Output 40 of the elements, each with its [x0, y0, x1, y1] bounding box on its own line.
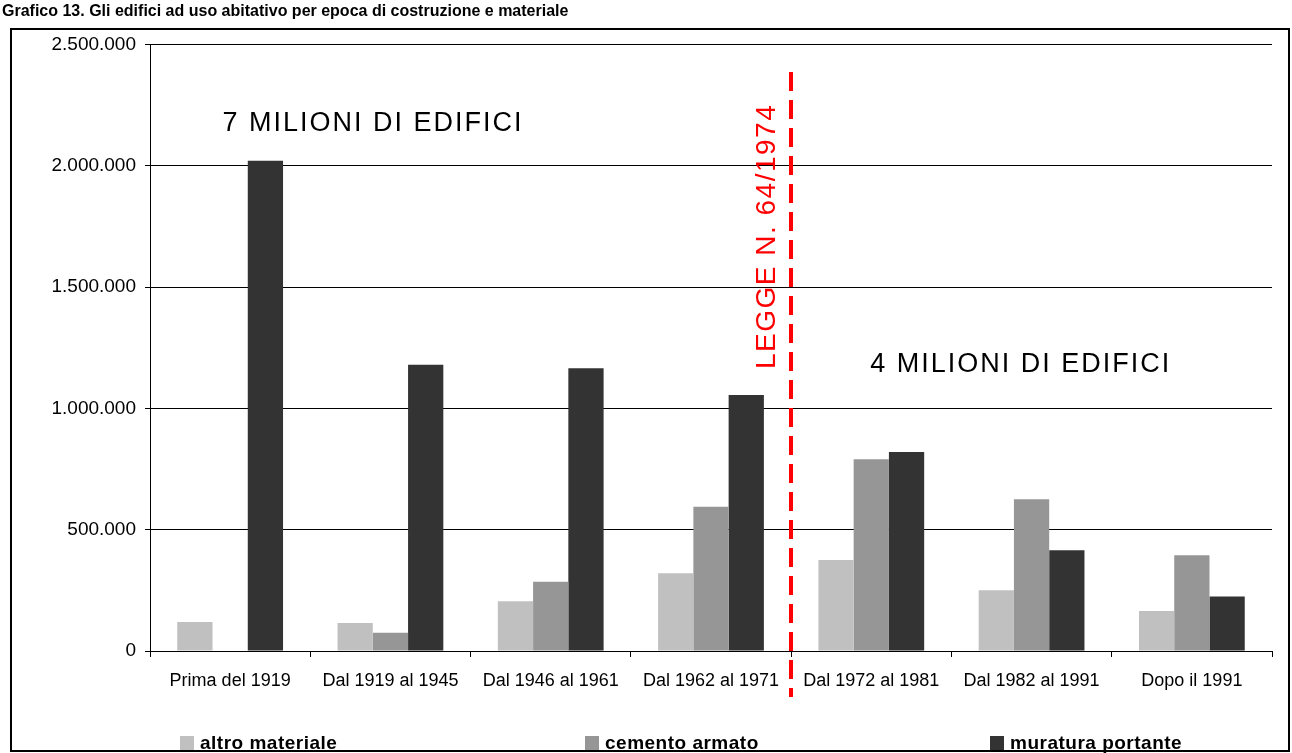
bar: [177, 621, 213, 651]
bar: [888, 452, 925, 651]
bar: [728, 395, 764, 651]
legend-label: altro materiale: [200, 732, 338, 753]
bar: [818, 560, 854, 651]
annotation: 7 MILIONI DI EDIFICI: [222, 107, 524, 138]
x-tick-label: Prima del 1919: [169, 669, 291, 690]
bar: [497, 601, 534, 651]
bar: [1013, 499, 1050, 651]
x-tick-label: Dal 1972 al 1981: [803, 669, 940, 690]
bar: [568, 368, 604, 651]
legend-label: muratura portante: [1010, 732, 1183, 753]
chart-title: Grafico 13. Gli edifici ad uso abitativo per epoca di costruzione e materiale: [2, 2, 569, 20]
bar: [1138, 610, 1175, 651]
bar: [1049, 550, 1085, 651]
y-tick-label: 2.500.000: [51, 32, 136, 54]
bar: [978, 590, 1014, 651]
y-tick-label: 1.500.000: [51, 275, 136, 297]
bar: [658, 573, 694, 651]
bar: [408, 364, 444, 651]
x-tick-label: Dal 1962 al 1971: [642, 669, 780, 690]
bar: [337, 623, 373, 651]
bar: [853, 459, 889, 651]
bar: [693, 506, 729, 651]
bar: [1209, 596, 1245, 651]
y-tick-label: 0: [125, 639, 136, 661]
y-tick-label: 1.000.000: [51, 396, 136, 418]
bar: [533, 581, 569, 651]
y-tick-label: 500.000: [67, 517, 136, 539]
y-tick-label: 2.000.000: [51, 153, 136, 175]
bar: [247, 160, 284, 651]
bar: [372, 632, 409, 651]
annotation: LEGGE N. 64/1974: [749, 103, 781, 370]
bar: [1174, 555, 1210, 651]
legend-label: cemento armato: [605, 732, 759, 753]
x-tick-label: Dal 1946 al 1961: [482, 669, 619, 690]
x-tick-label: Dal 1919 al 1945: [322, 669, 459, 690]
x-tick-label: Dopo il 1991: [1141, 669, 1243, 690]
x-tick-label: Dal 1982 al 1991: [963, 669, 1100, 690]
annotation: 4 MILIONI DI EDIFICI: [870, 347, 1172, 378]
